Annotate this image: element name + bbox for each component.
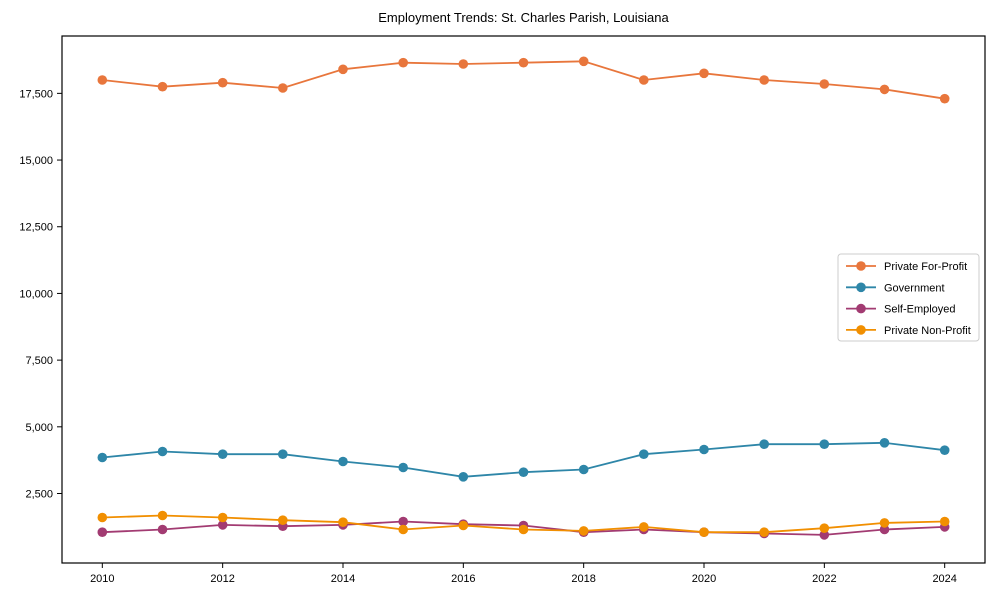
- data-point-private-non-profit: [639, 522, 649, 532]
- data-point-government: [578, 464, 589, 475]
- y-tick-label: 2,500: [25, 489, 53, 501]
- legend-sample-marker-government: [856, 282, 866, 293]
- data-point-private-non-profit: [759, 527, 769, 537]
- x-tick-label: 2024: [932, 573, 956, 585]
- data-point-private-non-profit: [338, 517, 348, 527]
- data-point-private-non-profit: [217, 512, 228, 523]
- data-point-private-non-profit: [157, 510, 168, 521]
- data-point-private-non-profit: [398, 524, 409, 535]
- legend-label-government: Government: [884, 282, 945, 294]
- data-point-private-non-profit: [939, 516, 950, 527]
- y-tick-label: 12,500: [19, 222, 53, 234]
- data-point-government: [97, 452, 108, 463]
- data-point-private-for-profit: [338, 64, 348, 75]
- data-point-government: [759, 439, 769, 450]
- data-point-private-for-profit: [939, 93, 950, 104]
- data-point-private-for-profit: [458, 59, 469, 69]
- legend-label-private-for-profit: Private For-Profit: [884, 261, 967, 273]
- plot-border: [61, 35, 986, 564]
- data-point-private-for-profit: [639, 75, 649, 85]
- legend-label-self-employed: Self-Employed: [884, 304, 956, 316]
- x-tick-label: 2016: [451, 573, 475, 585]
- data-point-private-non-profit: [879, 518, 890, 528]
- data-point-private-non-profit: [578, 526, 589, 536]
- y-tick-label: 15,000: [19, 155, 53, 167]
- x-tick-label: 2010: [90, 573, 114, 585]
- y-tick-label: 5,000: [25, 422, 53, 434]
- data-point-private-for-profit: [819, 79, 830, 89]
- data-point-government: [699, 444, 709, 455]
- legend-label-private-non-profit: Private Non-Profit: [884, 325, 971, 337]
- x-tick-label: 2022: [812, 573, 836, 585]
- data-point-private-for-profit: [879, 84, 890, 95]
- data-point-private-non-profit: [458, 520, 469, 531]
- x-tick-label: 2012: [210, 573, 234, 585]
- x-tick-label: 2018: [571, 573, 595, 585]
- data-point-self-employed: [97, 527, 108, 537]
- data-point-private-for-profit: [97, 75, 108, 85]
- legend-sample-marker-private-non-profit: [856, 325, 866, 335]
- y-tick-label: 17,500: [19, 88, 53, 100]
- data-point-government: [217, 449, 228, 460]
- data-point-self-employed: [879, 524, 890, 535]
- data-point-government: [939, 445, 950, 456]
- legend-sample-marker-private-for-profit: [856, 261, 866, 271]
- legend-box: [837, 253, 980, 342]
- data-point-government: [398, 462, 409, 473]
- data-point-private-non-profit: [819, 523, 830, 533]
- legend-sample-marker-self-employed: [856, 303, 866, 314]
- data-point-private-non-profit: [518, 524, 529, 535]
- data-point-government: [639, 449, 649, 460]
- data-point-government: [278, 449, 288, 460]
- data-point-private-for-profit: [157, 81, 168, 92]
- data-point-self-employed: [217, 520, 228, 530]
- data-point-private-for-profit: [759, 75, 769, 85]
- data-point-government: [458, 472, 469, 482]
- data-point-government: [819, 439, 830, 450]
- data-point-private-for-profit: [518, 57, 529, 68]
- y-tick-label: 10,000: [19, 288, 53, 300]
- data-point-government: [338, 456, 348, 467]
- data-point-private-non-profit: [97, 512, 108, 523]
- data-point-self-employed: [398, 516, 409, 527]
- data-point-private-non-profit: [278, 515, 288, 525]
- x-tick-label: 2014: [331, 573, 355, 585]
- data-point-private-for-profit: [398, 57, 409, 68]
- data-point-self-employed: [157, 524, 168, 535]
- data-point-private-non-profit: [699, 527, 709, 537]
- data-point-private-for-profit: [578, 56, 589, 67]
- chart-title: Employment Trends: St. Charles Parish, L…: [378, 10, 669, 25]
- data-point-private-for-profit: [217, 77, 228, 88]
- data-point-government: [879, 438, 890, 448]
- data-point-private-for-profit: [699, 68, 709, 79]
- x-tick-label: 2020: [692, 573, 716, 585]
- data-point-government: [518, 467, 529, 478]
- data-point-private-for-profit: [278, 83, 288, 93]
- y-tick-label: 7,500: [25, 355, 53, 367]
- data-point-government: [157, 446, 168, 457]
- data-point-self-employed: [819, 530, 830, 540]
